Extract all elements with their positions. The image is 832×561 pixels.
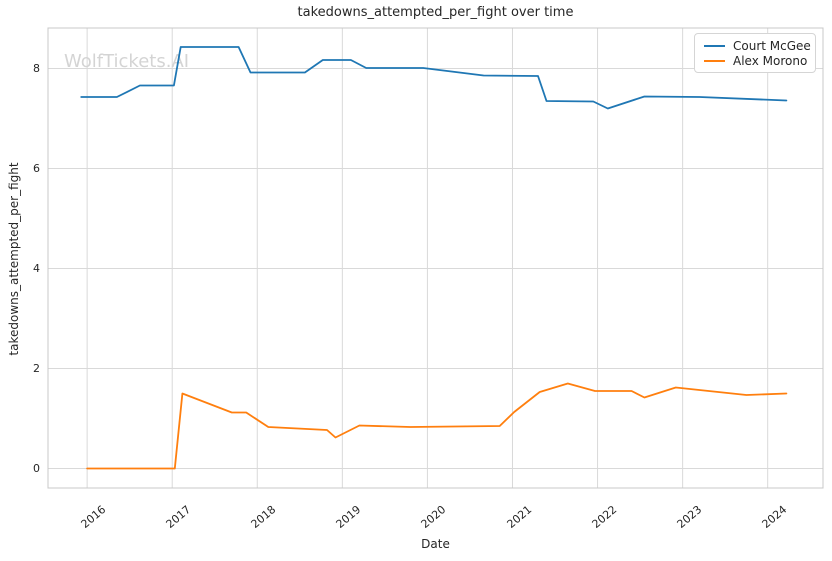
legend-item-alex-morono: Alex Morono (704, 53, 808, 68)
y-tick-label: 4 (33, 261, 40, 275)
gridlines (48, 28, 823, 488)
x-axis-label: Date (421, 537, 450, 551)
series-line-alex-morono (86, 382, 788, 470)
legend-label: Alex Morono (733, 53, 808, 68)
legend-line-swatch (704, 44, 725, 47)
y-axis-label: takedowns_attempted_per_fight (7, 162, 21, 356)
plot-area-border (47, 27, 824, 489)
series-line-court-mcgee (80, 46, 788, 110)
legend-line-swatch (704, 59, 725, 62)
legend: Court McGee Alex Morono (694, 33, 816, 73)
legend-label: Court McGee (733, 38, 811, 53)
y-tick-label: 8 (33, 61, 40, 75)
watermark-text: WolfTickets.AI (64, 51, 189, 72)
y-tick-label: 0 (33, 461, 40, 475)
chart-title: takedowns_attempted_per_fight over time (297, 5, 574, 20)
legend-item-court-mcgee: Court McGee (704, 38, 811, 53)
y-tick-label: 2 (33, 361, 40, 375)
series-lines (80, 46, 788, 470)
y-tick-label: 6 (33, 161, 40, 175)
